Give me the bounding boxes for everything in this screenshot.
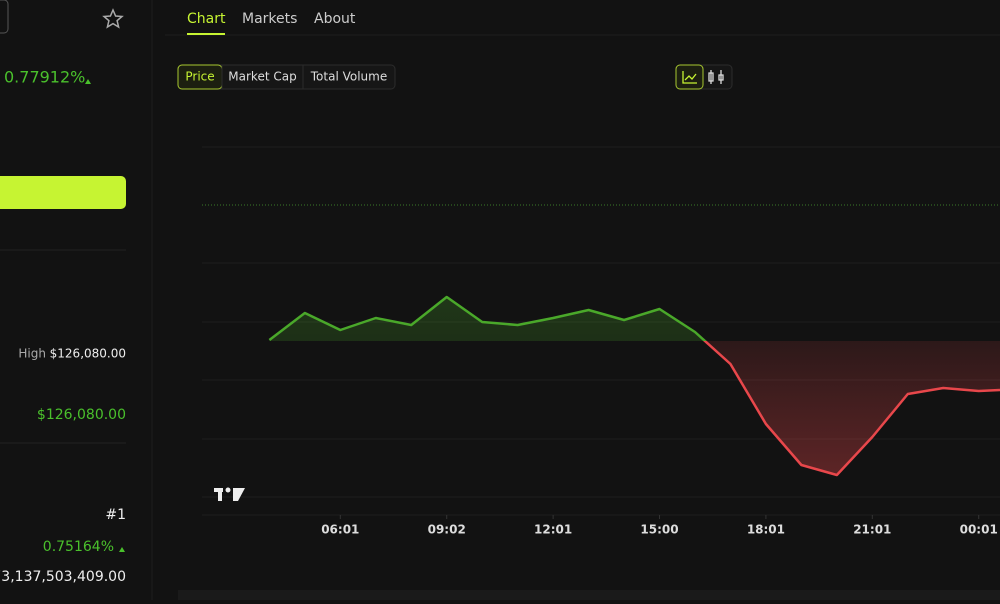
- high-label: High: [18, 347, 46, 361]
- up-arrow: [119, 547, 125, 552]
- price-line: [703, 341, 1000, 477]
- tab[interactable]: About: [314, 11, 356, 27]
- x-tick-label: 12:01: [534, 523, 572, 537]
- area-up: [269, 297, 1000, 341]
- tab[interactable]: Markets: [242, 11, 297, 27]
- high-value: $126,080.00: [50, 347, 126, 361]
- market-cap: 273,137,503,409.00: [0, 569, 126, 585]
- line-icon: [682, 71, 697, 84]
- area-down: [269, 341, 1000, 475]
- change-pct: 0.77912%: [4, 68, 85, 87]
- price: $126,080.00: [37, 407, 126, 423]
- scrollbar: [178, 590, 1000, 600]
- x-tick-label: 21:01: [853, 523, 891, 537]
- x-tick-label: 18:01: [747, 523, 785, 537]
- x-tick-label: 00:01: [960, 523, 998, 537]
- tab-underline: [187, 33, 225, 35]
- search-box[interactable]: [0, 0, 9, 34]
- x-tick-label: 09:02: [428, 523, 466, 537]
- candle-button[interactable]: [708, 70, 724, 84]
- favorite-star[interactable]: [102, 8, 124, 29]
- x-tick-label: 06:01: [321, 523, 359, 537]
- rank: #1: [105, 507, 126, 523]
- metric-button[interactable]: Market Cap: [228, 70, 296, 84]
- change-pct-2: 0.75164%: [43, 539, 114, 555]
- action-button[interactable]: [0, 176, 126, 209]
- tradingview-logo: [214, 487, 245, 501]
- metric-button[interactable]: Price: [185, 70, 214, 84]
- tab[interactable]: Chart: [187, 11, 226, 27]
- up-arrow: [85, 79, 91, 84]
- metric-button[interactable]: Total Volume: [310, 70, 387, 84]
- price-line: [268, 295, 707, 341]
- x-tick-label: 15:00: [640, 523, 678, 537]
